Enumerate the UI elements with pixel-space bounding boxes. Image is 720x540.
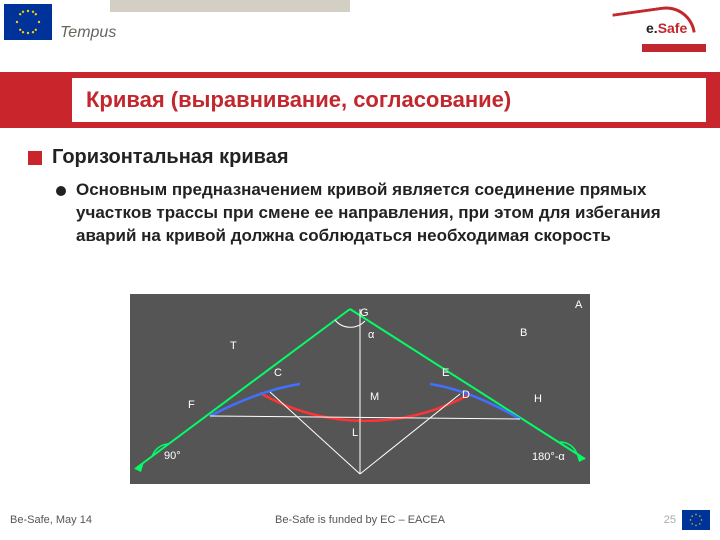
svg-text:90°: 90° bbox=[164, 450, 181, 462]
footer-left: Be-Safe, May 14 bbox=[10, 514, 92, 526]
decorative-strip bbox=[110, 0, 350, 12]
svg-text:F: F bbox=[188, 399, 195, 411]
sub-bullet-row: Основным предназначением кривой является… bbox=[56, 179, 700, 248]
esafe-logo: e.Safe bbox=[614, 6, 710, 56]
logo-bar bbox=[642, 44, 706, 52]
top-bar: Tempus e.Safe bbox=[0, 0, 720, 60]
svg-text:B: B bbox=[520, 327, 527, 339]
eu-flag-icon bbox=[4, 4, 52, 40]
footer: Be-Safe, May 14 Be-Safe is funded by EC … bbox=[10, 510, 710, 530]
svg-text:M: M bbox=[370, 391, 379, 403]
section-heading: Горизонтальная кривая bbox=[52, 146, 289, 169]
svg-text:T: T bbox=[230, 340, 237, 352]
svg-text:180°-α: 180°-α bbox=[532, 451, 565, 463]
svg-text:H: H bbox=[534, 393, 542, 405]
logo-text: e.Safe bbox=[646, 20, 687, 36]
svg-text:G: G bbox=[360, 307, 369, 319]
curve-diagram: A T C G E D H B M Lα F 90° 180°-α bbox=[130, 294, 590, 484]
square-bullet-icon bbox=[28, 151, 42, 165]
section-body: Основным предназначением кривой является… bbox=[76, 179, 700, 248]
title-inner: Кривая (выравнивание, согласование) bbox=[72, 78, 706, 122]
svg-text:E: E bbox=[442, 367, 449, 379]
svg-text:L: L bbox=[352, 427, 358, 439]
tempus-label: Tempus bbox=[60, 24, 116, 42]
svg-text:A: A bbox=[575, 299, 583, 311]
page-number: 25 bbox=[664, 514, 676, 526]
svg-text:α: α bbox=[368, 329, 375, 341]
page-title: Кривая (выравнивание, согласование) bbox=[86, 87, 511, 113]
svg-text:C: C bbox=[274, 367, 282, 379]
footer-mid: Be-Safe is funded by EC – EACEA bbox=[275, 514, 445, 526]
bullet-row: Горизонтальная кривая bbox=[28, 146, 700, 169]
svg-text:D: D bbox=[462, 389, 470, 401]
dot-bullet-icon bbox=[56, 186, 66, 196]
footer-eu-flag-icon bbox=[682, 510, 710, 530]
content-area: Горизонтальная кривая Основным предназна… bbox=[28, 146, 700, 248]
title-band: Кривая (выравнивание, согласование) bbox=[0, 72, 720, 128]
